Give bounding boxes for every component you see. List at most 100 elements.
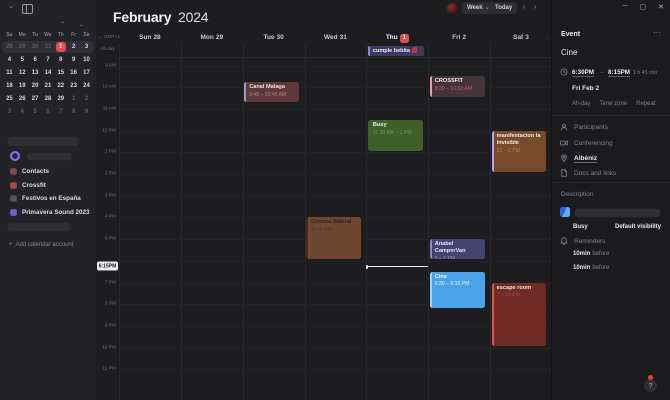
minical-day-cell[interactable]: 7 [59, 108, 63, 115]
maximize-button[interactable]: ▢ [639, 4, 647, 11]
minical-day-cell[interactable]: 3 [7, 108, 12, 115]
minical-day-cell[interactable]: 31 [44, 43, 52, 50]
close-button[interactable]: ✕ [658, 4, 664, 11]
end-time-field[interactable]: 8:15PM [608, 69, 631, 76]
minical-day-cell[interactable]: 12 [18, 69, 26, 76]
location-row[interactable]: Albéniz [560, 153, 597, 163]
minical-day-cell[interactable]: 16 [70, 69, 77, 76]
add-calendar-account-button[interactable]: + Add calendar account [9, 242, 74, 248]
collapse-axis-icon[interactable]: ‹ [99, 35, 101, 41]
minical-day-cell[interactable]: 4 [7, 56, 12, 63]
start-time-field[interactable]: 6:30PM [572, 69, 595, 76]
minical-day-cell[interactable]: 19 [18, 82, 26, 89]
minical-day-cell[interactable]: 22 [57, 82, 65, 89]
minical-day-cell[interactable]: 5 [33, 108, 37, 115]
day-header[interactable]: Fri 2 [428, 32, 490, 44]
day-header[interactable]: Mon 29 [181, 32, 243, 44]
minical-day-cell[interactable]: 28 [44, 95, 52, 102]
previous-week-button[interactable]: ‹ [523, 4, 526, 11]
minical-day-cell[interactable]: 24 [83, 82, 90, 89]
minical-day-cell[interactable]: 9 [71, 56, 76, 63]
minical-day-cell[interactable]: 7 [46, 56, 50, 63]
minical-day-cell[interactable]: 8 [71, 108, 76, 115]
minimize-button[interactable]: ─ [622, 3, 628, 10]
minical-day-cell[interactable]: 20 [31, 82, 39, 89]
calendar-checkbox[interactable] [10, 208, 17, 216]
minical-day-cell[interactable]: 10 [83, 56, 90, 63]
minical-day-cell[interactable]: 17 [83, 69, 90, 76]
more-options-icon[interactable]: ⋯ [653, 28, 662, 37]
minical-day-cell[interactable]: 14 [44, 69, 52, 76]
participants-row[interactable]: Participants [560, 122, 608, 132]
minical-day-cell[interactable]: 21 [44, 82, 52, 89]
minical-day-cell[interactable]: 2 [84, 95, 89, 102]
panel-resize-handle[interactable]: ⋮ [544, 35, 550, 41]
minical-day-cell[interactable]: 15 [57, 69, 65, 76]
user-avatar[interactable] [447, 3, 458, 14]
minical-day-cell[interactable]: 6 [46, 108, 50, 115]
minical-day-cell[interactable]: 1 [71, 95, 76, 102]
minical-day-cell[interactable]: 9 [84, 108, 89, 115]
busy-status-dropdown[interactable]: Busy [573, 224, 588, 230]
view-selector-button[interactable]: Week ⌄ [462, 2, 495, 14]
minical-day-cell[interactable]: 30 [31, 43, 39, 50]
description-field[interactable]: Description [561, 191, 594, 198]
minical-day-cell[interactable]: 26 [18, 95, 26, 102]
minical-day-cell[interactable]: 3 [84, 43, 89, 50]
mini-calendar-nav-arrows[interactable]: ⌃ ⌄ [60, 22, 90, 28]
all-day-event[interactable]: cumple bebita 💋 [367, 45, 424, 56]
minical-day-cell[interactable]: 25 [6, 95, 13, 102]
event-cine[interactable]: Cine 6:30 – 8:15 PM [429, 271, 485, 309]
calendar-checkbox[interactable] [10, 181, 17, 189]
minical-day-cell[interactable]: 18 [6, 82, 13, 89]
minical-day-cell[interactable]: 29 [57, 95, 65, 102]
calendar-checkbox[interactable] [10, 195, 17, 203]
sidebar-toggle-icon[interactable] [22, 4, 33, 14]
minical-day-cell[interactable]: 13 [31, 69, 39, 76]
event-date-field[interactable]: Fri Feb 2 [572, 85, 600, 92]
day-header[interactable]: Tue 30 [243, 32, 305, 44]
event-manifestacion-la-invisible[interactable]: manifestacion la invisible 12 – 2 PM [491, 130, 547, 173]
day-header[interactable]: Wed 31 [305, 32, 367, 44]
sidebar-calendar-item[interactable]: Festivos en España [10, 192, 96, 206]
event-escape-room[interactable]: escape room 7 – 10 PM [491, 282, 547, 347]
minical-day-cell[interactable]: 27 [31, 95, 39, 102]
event-canal-malaga[interactable]: Canal Malaga 9:45 – 10:45 AM [244, 81, 300, 102]
day-header[interactable]: Sun 28 [119, 32, 181, 44]
day-header[interactable]: Sat 3 [490, 32, 552, 44]
help-button[interactable]: ? [644, 379, 657, 392]
sidebar-calendar-item[interactable]: Contacts [10, 165, 96, 179]
account-row[interactable] [10, 150, 90, 162]
event-busy[interactable]: Busy 11:30 AM – 1 PM [367, 119, 423, 151]
all-day-toggle[interactable]: All-day [572, 101, 591, 107]
event-cinema-sideral[interactable]: Cinema Sideral 4 – 6 PM [306, 217, 361, 260]
time-zone-button[interactable]: Time zone [599, 101, 628, 107]
conferencing-row[interactable]: Conferencing [560, 138, 613, 148]
minical-day-cell[interactable]: 8 [59, 56, 63, 63]
minical-day-cell[interactable]: 6 [33, 56, 37, 63]
minical-day-cell[interactable]: 11 [6, 69, 13, 76]
minical-today-cell[interactable]: 1 [54, 41, 67, 52]
sidebar-calendar-item[interactable]: Crossfit [10, 179, 96, 193]
event-title-field[interactable]: Cine [561, 48, 578, 57]
visibility-dropdown[interactable]: Default visibility [615, 224, 662, 230]
minical-day-cell[interactable]: 23 [70, 82, 77, 89]
sidebar-calendar-item[interactable]: Primavera Sound 2023 [10, 206, 96, 220]
reminder-item[interactable]: 10min before [573, 251, 609, 257]
calendar-checkbox[interactable] [10, 168, 17, 176]
event-crossfit[interactable]: CROSSFIT 9:30 – 10:30 AM [429, 76, 485, 97]
day-header[interactable]: Thu 1 [366, 32, 428, 44]
chevron-down-icon[interactable]: ⌄ [8, 3, 14, 10]
today-button[interactable]: Today [490, 2, 518, 14]
minical-day-cell[interactable]: 29 [18, 43, 26, 50]
repeat-button[interactable]: Repeat [636, 101, 656, 107]
minical-day-cell[interactable]: 2 [71, 43, 76, 50]
week-grid[interactable]: Canal Malaga 9:45 – 10:45 AM Cinema Sidera… [119, 44, 551, 400]
minical-day-cell[interactable]: 28 [6, 43, 13, 50]
minical-day-cell[interactable]: 4 [20, 108, 24, 115]
next-week-button[interactable]: › [534, 4, 537, 11]
event-anabel-campervan[interactable]: Anabel CamperVan 5 – 6 PM [429, 239, 485, 260]
reminder-item[interactable]: 10min before [573, 265, 609, 271]
minical-day-cell[interactable]: 5 [20, 56, 24, 63]
docs-row[interactable]: Docs and links [560, 168, 616, 178]
